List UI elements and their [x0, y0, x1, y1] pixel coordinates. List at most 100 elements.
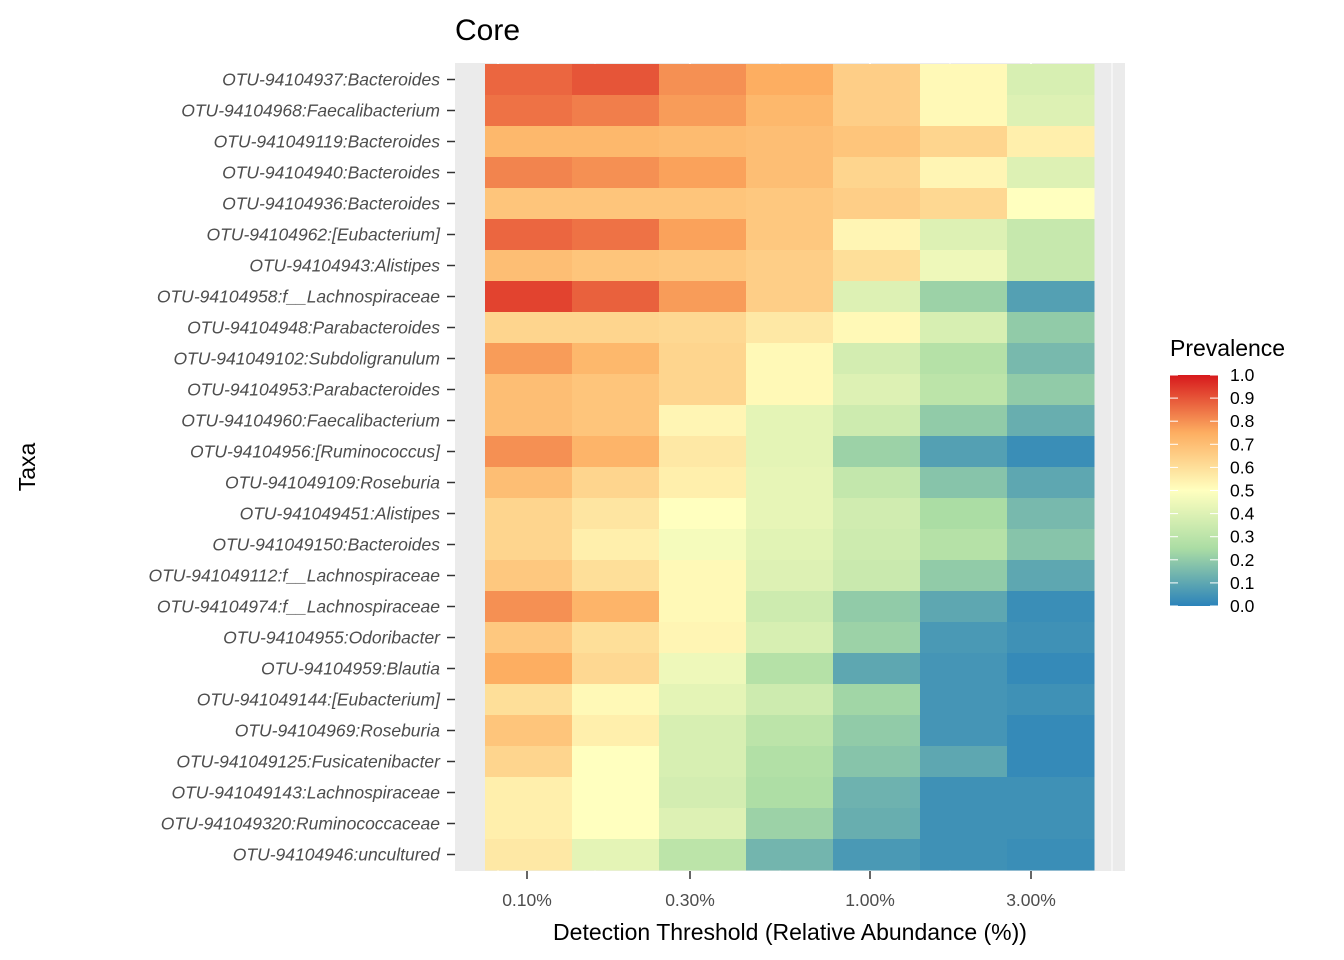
heatmap-cell: [485, 498, 573, 530]
heatmap-cells: [485, 64, 1095, 871]
heatmap-cell: [659, 808, 747, 840]
y-tick-label: OTU-941049150:Bacteroides: [212, 535, 440, 555]
heatmap-cell: [920, 250, 1008, 282]
heatmap-cell: [659, 157, 747, 189]
heatmap-cell: [1007, 126, 1095, 158]
heatmap-cell: [1007, 312, 1095, 344]
y-tick-label: OTU-94104953:Parabacteroides: [187, 380, 440, 400]
heatmap-cell: [746, 436, 834, 468]
heatmap-cell: [746, 312, 834, 344]
heatmap-cell: [485, 250, 573, 282]
y-tick-label: OTU-94104955:Odoribacter: [223, 628, 441, 648]
legend-tick-label: 0.6: [1230, 457, 1254, 477]
heatmap-cell: [746, 343, 834, 375]
y-tick-label: OTU-94104936:Bacteroides: [222, 194, 440, 214]
heatmap-cell: [920, 281, 1008, 313]
heatmap-cell: [572, 684, 660, 716]
heatmap-cell: [833, 591, 921, 623]
heatmap-cell: [485, 839, 573, 871]
heatmap-cell: [746, 467, 834, 499]
y-tick-label: OTU-94104948:Parabacteroides: [187, 318, 440, 338]
legend-tick-label: 0.5: [1230, 481, 1254, 501]
legend-tick-label: 0.9: [1230, 388, 1254, 408]
heatmap-cell: [572, 777, 660, 809]
heatmap-cell: [572, 157, 660, 189]
heatmap-cell: [833, 405, 921, 437]
heatmap-cell: [572, 808, 660, 840]
heatmap-cell: [833, 808, 921, 840]
x-tick-label: 0.10%: [502, 890, 552, 910]
heatmap-cell: [485, 188, 573, 220]
heatmap-cell: [833, 746, 921, 778]
heatmap-cell: [1007, 498, 1095, 530]
heatmap-cell: [485, 405, 573, 437]
heatmap-cell: [1007, 188, 1095, 220]
y-axis-ticks: [447, 78, 455, 856]
y-tick-label: OTU-94104959:Blautia: [261, 659, 440, 679]
heatmap-cell: [485, 126, 573, 158]
heatmap-cell: [920, 467, 1008, 499]
heatmap-cell: [833, 281, 921, 313]
heatmap-cell: [572, 653, 660, 685]
heatmap-cell: [1007, 281, 1095, 313]
heatmap-cell: [746, 126, 834, 158]
y-tick-label: OTU-941049125:Fusicatenibacter: [176, 752, 441, 772]
heatmap-cell: [485, 808, 573, 840]
heatmap-cell: [746, 64, 834, 96]
heatmap-cell: [1007, 467, 1095, 499]
heatmap-cell: [920, 684, 1008, 716]
heatmap-cell: [572, 529, 660, 561]
heatmap-cell: [485, 746, 573, 778]
heatmap-cell: [1007, 560, 1095, 592]
heatmap-cell: [833, 622, 921, 654]
heatmap-cell: [572, 188, 660, 220]
chart-title: Core: [455, 14, 520, 47]
heatmap-cell: [920, 622, 1008, 654]
heatmap-cell: [659, 281, 747, 313]
heatmap-cell: [659, 374, 747, 406]
heatmap-cell: [833, 498, 921, 530]
heatmap-cell: [920, 839, 1008, 871]
heatmap-cell: [659, 188, 747, 220]
heatmap-cell: [1007, 622, 1095, 654]
heatmap-cell: [920, 374, 1008, 406]
heatmap-cell: [1007, 746, 1095, 778]
y-tick-label: OTU-941049451:Alistipes: [240, 504, 441, 524]
heatmap-cell: [572, 405, 660, 437]
legend-tick-label: 0.7: [1230, 434, 1254, 454]
heatmap-cell: [746, 374, 834, 406]
heatmap-cell: [746, 684, 834, 716]
heatmap-cell: [920, 64, 1008, 96]
y-tick-label: OTU-94104960:Faecalibacterium: [181, 411, 440, 431]
heatmap-cell: [659, 126, 747, 158]
heatmap-cell: [920, 157, 1008, 189]
heatmap-cell: [485, 715, 573, 747]
heatmap-cell: [833, 777, 921, 809]
heatmap-cell: [572, 126, 660, 158]
legend: Prevalence 1.0 0.9 0.8 0.7 0.6 0.5 0.4 0.3 0.2 0.…: [1170, 335, 1285, 616]
legend-tick-label: 0.4: [1230, 504, 1255, 524]
heatmap-cell: [746, 839, 834, 871]
heatmap-cell: [1007, 343, 1095, 375]
heatmap-cell: [485, 653, 573, 685]
y-tick-label: OTU-941049119:Bacteroides: [214, 132, 441, 152]
heatmap-cell: [572, 95, 660, 127]
heatmap-cell: [485, 64, 573, 96]
y-tick-label: OTU-941049112:f__Lachnospiraceae: [148, 566, 440, 586]
heatmap-cell: [572, 746, 660, 778]
x-tick-label: 0.30%: [665, 890, 715, 910]
heatmap-cell: [1007, 405, 1095, 437]
heatmap-cell: [920, 312, 1008, 344]
heatmap-cell: [485, 95, 573, 127]
heatmap-cell: [485, 560, 573, 592]
heatmap-cell: [659, 436, 747, 468]
heatmap-cell: [1007, 374, 1095, 406]
heatmap-cell: [1007, 715, 1095, 747]
heatmap-cell: [485, 777, 573, 809]
heatmap-cell: [659, 591, 747, 623]
heatmap-cell: [1007, 436, 1095, 468]
heatmap-cell: [485, 312, 573, 344]
heatmap-cell: [659, 250, 747, 282]
heatmap-cell: [746, 715, 834, 747]
x-tick-label: 1.00%: [845, 890, 895, 910]
